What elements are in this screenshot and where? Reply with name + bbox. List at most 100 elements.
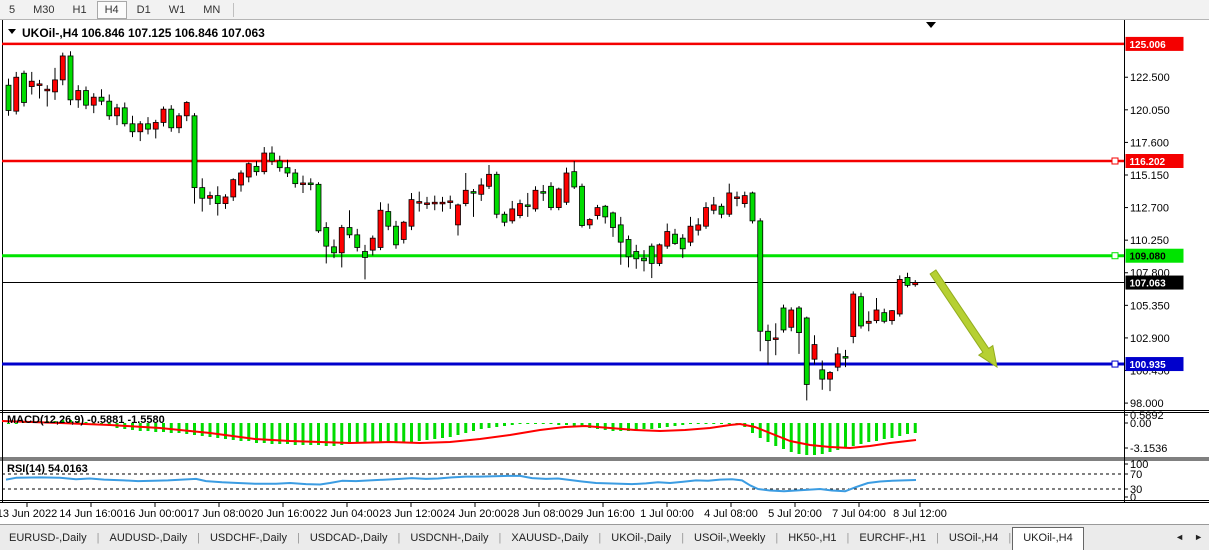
candle-bull [245, 163, 252, 178]
chart-tab-usdcad-daily[interactable]: USDCAD-,Daily [309, 531, 388, 544]
panel-borders [0, 20, 1209, 503]
candle-bear [354, 234, 361, 248]
macd-hist-bar [410, 423, 413, 442]
candle-bear [21, 72, 27, 103]
macd-hist-bar [503, 423, 506, 426]
hline-handle [1111, 252, 1119, 260]
candle-bull [532, 189, 539, 210]
chart-tab-usdcnh-daily[interactable]: USDCNH-,Daily [410, 531, 489, 544]
chart-tab-usdchf-daily[interactable]: USDCHF-,Daily [209, 531, 287, 544]
macd-hist-bar [518, 423, 522, 424]
timeframe-button-D1[interactable]: D1 [136, 3, 151, 16]
chart-tab-eurusd-daily[interactable]: EURUSD-,Daily [9, 531, 87, 544]
rsi-tick-label: 70 [1130, 469, 1142, 481]
candle-bull [462, 189, 469, 204]
date-tick-label: 4 Jul 08:00 [704, 508, 758, 520]
macd-tick-label: 0.00 [1130, 418, 1151, 430]
macd-hist-bar [200, 423, 204, 436]
chart-tab-xauusd-daily[interactable]: XAUUSD-,Daily [511, 531, 589, 544]
candle-bear [385, 211, 392, 227]
timeframe-button-W1[interactable]: W1 [168, 3, 186, 16]
candle-bear [346, 227, 353, 236]
macd-hist-bar [61, 420, 65, 423]
toolbar-separator [233, 2, 235, 17]
candle-bear [199, 187, 206, 199]
candle-bull [734, 196, 740, 199]
hline-116.202[interactable] [2, 157, 1124, 165]
macd-hist-bar [379, 423, 382, 442]
candle-bull [811, 344, 818, 360]
chart-tab-hk50-h1[interactable]: HK50-,H1 [788, 531, 837, 544]
macd-hist-bar [332, 423, 336, 446]
candle-bull [338, 227, 345, 254]
candle-bull [486, 173, 492, 187]
macd-hist-bar [890, 423, 894, 438]
chart-tab-ukoil-daily[interactable]: UKOil-,Daily [611, 531, 672, 544]
candle-bear [617, 224, 624, 243]
macd-tick-label: 0.5892 [1130, 410, 1164, 422]
candle-bull [176, 115, 182, 129]
date-tick-label: 24 Jun 20:00 [443, 508, 507, 520]
timeframe-button-H1[interactable]: H1 [72, 3, 87, 16]
candle-bull [509, 208, 516, 222]
macd-hist-bar [650, 423, 654, 429]
macd-hist-bar [673, 423, 677, 426]
tab-scroll-left-icon[interactable]: ◄ [1175, 532, 1185, 542]
chart-tab-eurchf-h1[interactable]: EURCHF-,H1 [859, 531, 926, 544]
macd-hist-bar [704, 423, 708, 424]
macd-hist-bar [425, 423, 429, 440]
candle-bear [323, 227, 330, 247]
date-tick-label: 13 Jun 2022 [0, 508, 57, 520]
candle-bear [524, 204, 531, 207]
date-tick-label: 14 Jun 16:00 [59, 508, 123, 520]
macd-hist-bar [557, 423, 561, 425]
macd-hist-bar [712, 423, 716, 424]
timeframe-button-M30[interactable]: M30 [33, 3, 55, 16]
hline-109.080[interactable] [2, 252, 1124, 260]
macd-hist-bar [580, 423, 584, 427]
timeframe-button-MN[interactable]: MN [203, 3, 221, 16]
candle-bear [641, 257, 647, 262]
candle-bull [52, 79, 58, 93]
candle-bear [501, 213, 508, 223]
hline-100.935[interactable] [2, 360, 1124, 368]
chart-tab-usoil-h4[interactable]: USOil-,H4 [948, 531, 999, 544]
candle-bull [827, 372, 833, 380]
chart-tab-audusd-daily[interactable]: AUDUSD-,Daily [109, 531, 188, 544]
macd-hist-bar [231, 423, 235, 440]
macd-hist-bar [867, 423, 871, 442]
chart-tab-usoil-weekly[interactable]: USOil-,Weekly [694, 531, 766, 544]
timeframe-button-H4[interactable]: H4 [96, 0, 127, 19]
candle-bear [610, 212, 616, 228]
price-tick-label: 120.050 [1130, 105, 1170, 117]
candle-bear [145, 123, 151, 130]
date-tick-label: 16 Jun 00:00 [123, 508, 187, 520]
chart-tab-ukoil-h4[interactable]: UKOil-,H4 [1012, 526, 1084, 550]
tab-separator: | [846, 531, 850, 544]
axis-badge-109.080: 109.080 [1125, 248, 1184, 263]
candle-bull [896, 278, 903, 315]
chart-markers [8, 22, 936, 34]
macd-hist-bar [720, 423, 723, 424]
macd-hist-bar [293, 423, 297, 445]
axis-badge-100.935: 100.935 [1125, 357, 1184, 372]
candle-bear [214, 195, 221, 204]
candle-bear [276, 160, 283, 169]
macd-hist-bar [634, 423, 638, 430]
tab-scroll-right-icon[interactable]: ► [1194, 532, 1203, 542]
candle-bear [67, 55, 74, 101]
candle-bull [152, 122, 159, 130]
macd-hist-bar [402, 423, 406, 443]
tab-separator: | [598, 531, 602, 544]
hline-handle [1111, 157, 1119, 165]
tab-separator: | [1008, 531, 1012, 544]
timeframe-button-5[interactable]: 5 [9, 3, 16, 16]
candle-bear [331, 246, 337, 254]
macd-indicator-label: MACD(12,26,9) -0.5881 -1.5580 [7, 414, 165, 426]
tab-separator: | [498, 531, 502, 544]
candle-bull [183, 102, 190, 117]
trend-arrow[interactable] [929, 269, 998, 369]
candle-bear [470, 191, 477, 194]
candle-bear [858, 296, 864, 327]
